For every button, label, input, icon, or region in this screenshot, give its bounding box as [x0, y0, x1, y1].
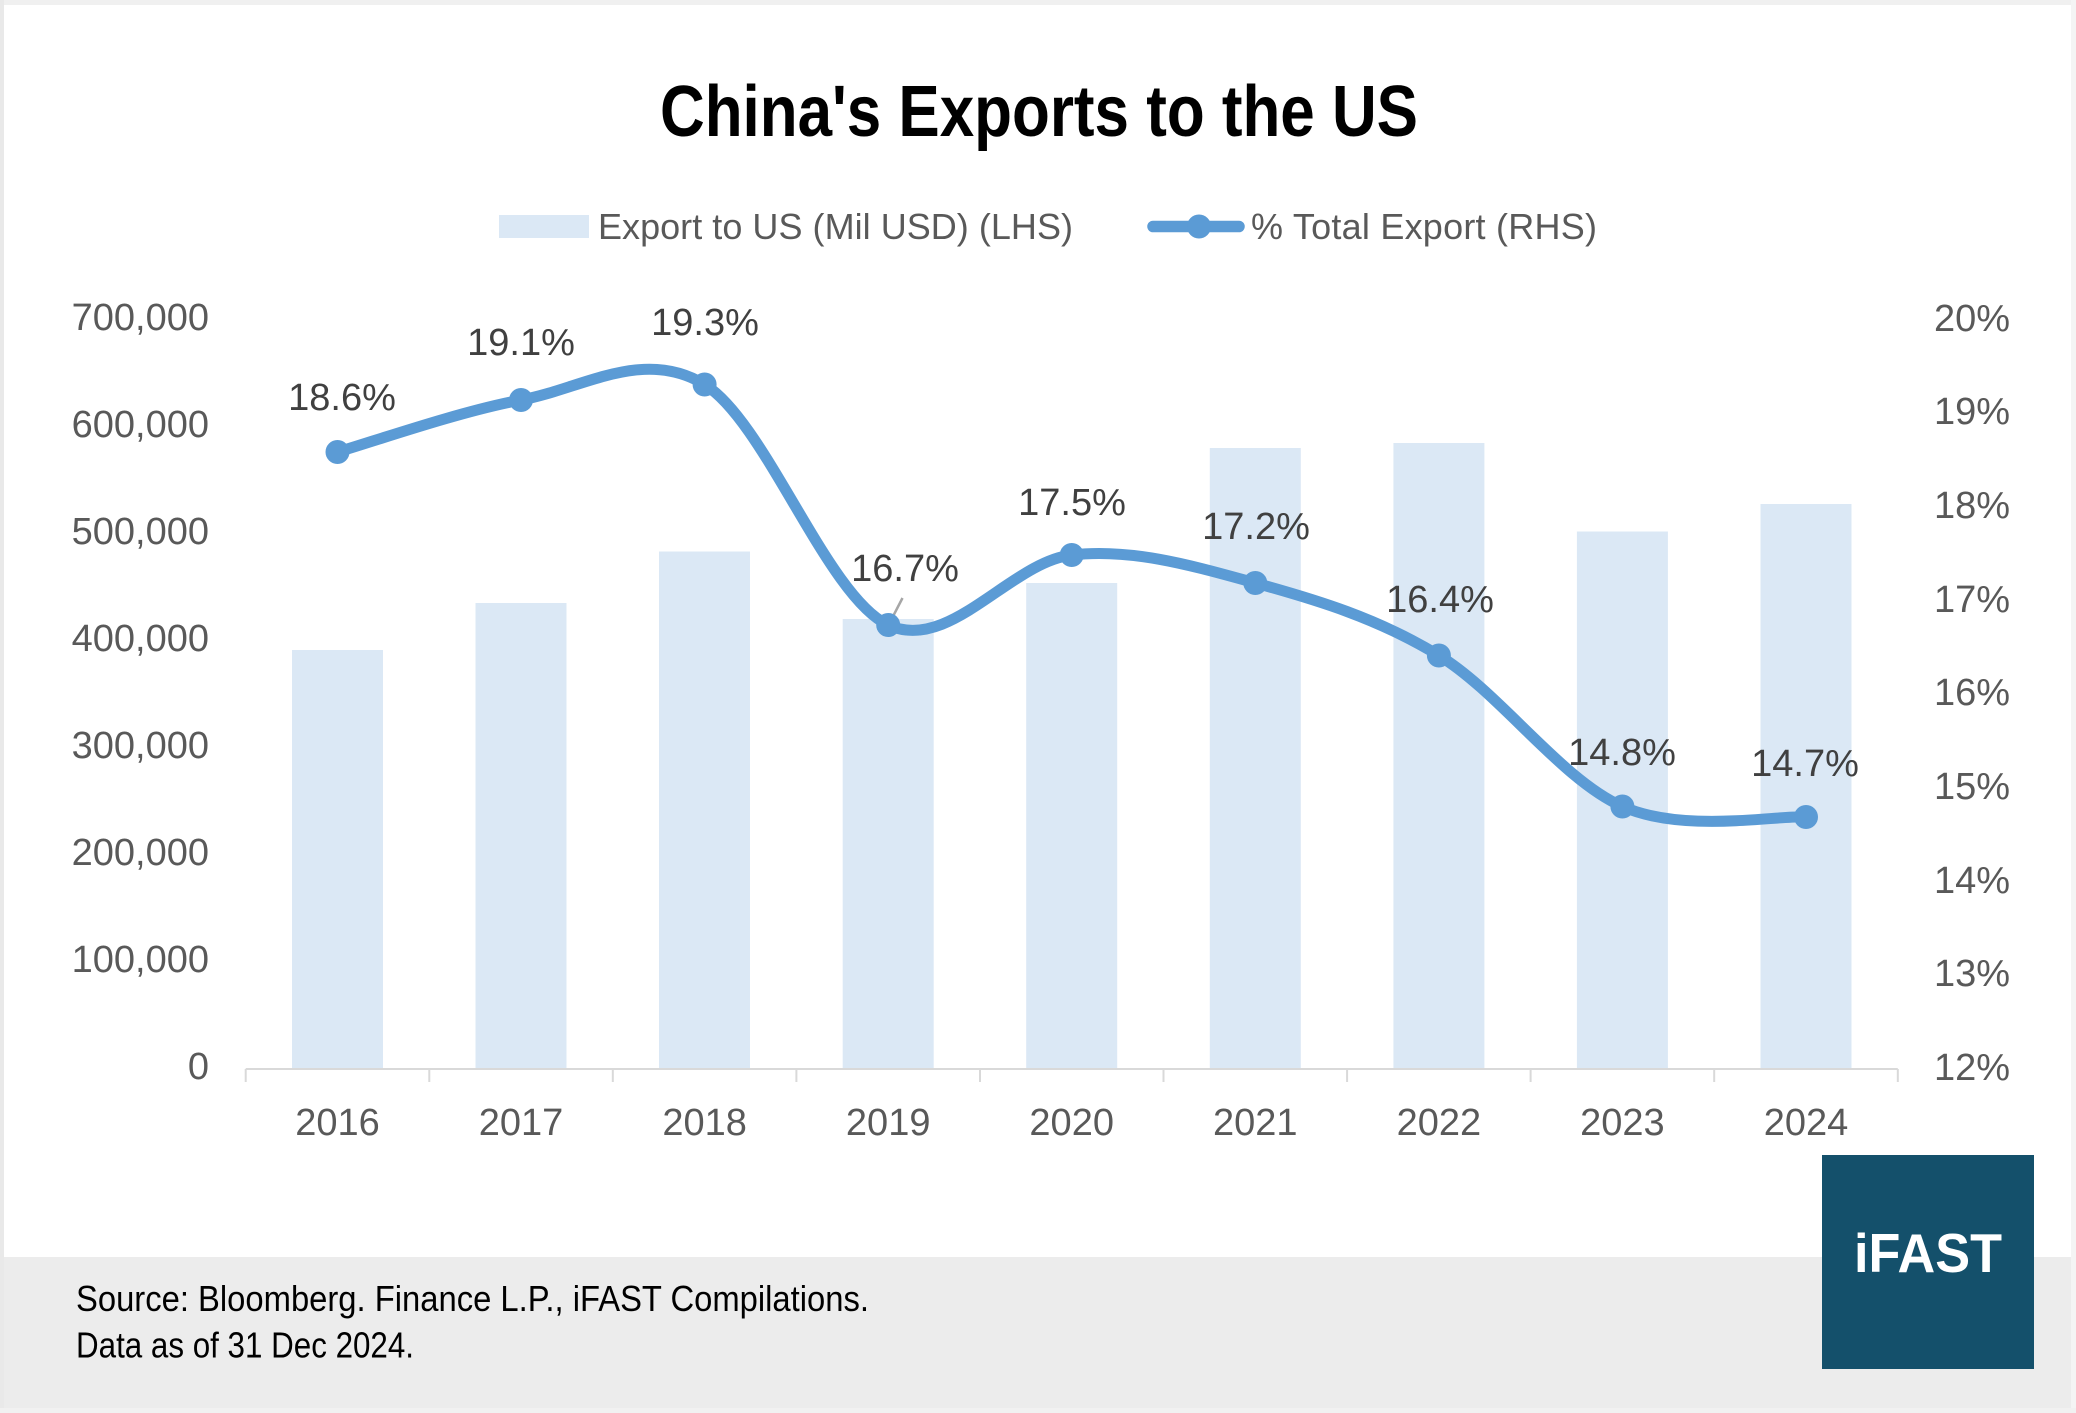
svg-text:100,000: 100,000 [72, 939, 209, 981]
svg-text:12%: 12% [1934, 1047, 2010, 1089]
svg-text:Source: Bloomberg. Finance L.P: Source: Bloomberg. Finance L.P., iFAST C… [76, 1278, 869, 1319]
svg-text:14%: 14% [1934, 860, 2010, 902]
svg-text:2022: 2022 [1397, 1102, 1482, 1144]
svg-text:17%: 17% [1934, 579, 2010, 621]
svg-text:16.7%: 16.7% [851, 548, 959, 590]
svg-text:2023: 2023 [1580, 1102, 1665, 1144]
svg-text:14.8%: 14.8% [1568, 732, 1676, 774]
svg-text:2019: 2019 [846, 1102, 931, 1144]
svg-text:19%: 19% [1934, 391, 2010, 433]
svg-text:0: 0 [188, 1046, 209, 1088]
svg-text:16.4%: 16.4% [1386, 579, 1494, 621]
svg-text:19.3%: 19.3% [651, 302, 759, 344]
svg-text:China's Exports to the US: China's Exports to the US [660, 72, 1418, 152]
svg-text:2017: 2017 [479, 1102, 564, 1144]
svg-text:2024: 2024 [1764, 1102, 1849, 1144]
svg-text:2018: 2018 [662, 1102, 747, 1144]
svg-text:15%: 15% [1934, 766, 2010, 808]
svg-text:18%: 18% [1934, 485, 2010, 527]
svg-text:14.7%: 14.7% [1751, 743, 1859, 785]
svg-text:600,000: 600,000 [72, 404, 209, 446]
svg-text:17.5%: 17.5% [1018, 482, 1126, 524]
svg-text:300,000: 300,000 [72, 725, 209, 767]
svg-text:iFAST: iFAST [1854, 1222, 2002, 1284]
svg-text:2020: 2020 [1029, 1102, 1114, 1144]
svg-text:Export to US (Mil USD) (LHS): Export to US (Mil USD) (LHS) [598, 206, 1073, 247]
svg-text:% Total Export (RHS): % Total Export (RHS) [1251, 206, 1597, 247]
svg-text:700,000: 700,000 [72, 297, 209, 339]
svg-text:19.1%: 19.1% [467, 322, 575, 364]
svg-text:17.2%: 17.2% [1202, 506, 1310, 548]
svg-text:16%: 16% [1934, 672, 2010, 714]
svg-text:500,000: 500,000 [72, 511, 209, 553]
svg-text:400,000: 400,000 [72, 618, 209, 660]
svg-text:200,000: 200,000 [72, 832, 209, 874]
svg-text:Data as of 31 Dec 2024.: Data as of 31 Dec 2024. [76, 1325, 414, 1366]
svg-text:13%: 13% [1934, 953, 2010, 995]
svg-text:20%: 20% [1934, 298, 2010, 340]
svg-text:18.6%: 18.6% [288, 377, 396, 419]
svg-text:2021: 2021 [1213, 1102, 1298, 1144]
svg-text:2016: 2016 [295, 1102, 380, 1144]
